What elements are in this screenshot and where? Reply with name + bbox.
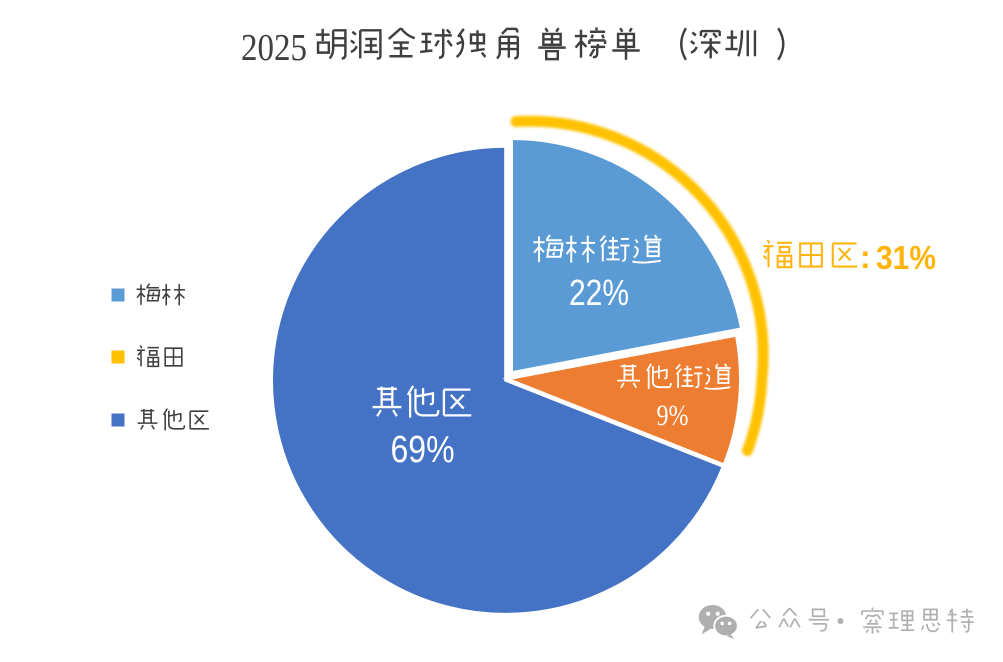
svg-text:2025: 2025 <box>241 27 307 69</box>
svg-text:31%: 31% <box>876 239 936 276</box>
svg-text::: : <box>860 239 871 275</box>
svg-text:22%: 22% <box>569 272 629 313</box>
svg-text:69%: 69% <box>391 429 455 471</box>
svg-text:9%: 9% <box>657 399 689 432</box>
